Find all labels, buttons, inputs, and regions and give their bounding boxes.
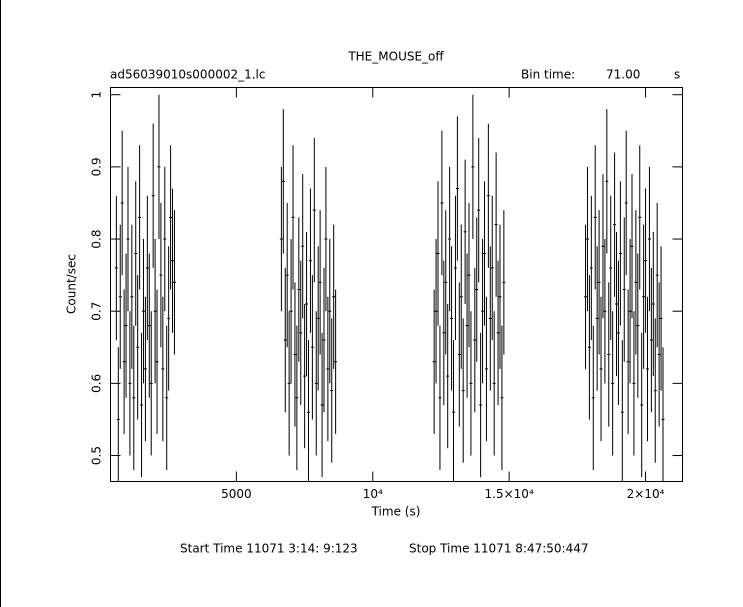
y-tick-label: 1 [90,91,104,99]
file-name: ad56039010s000002_1.lc [110,68,266,82]
bin-time-label: Bin time: [521,68,575,82]
x-tick-label: 2×10⁴ [627,487,665,501]
y-tick-label: 0.7 [90,302,104,321]
y-tick-label: 0.8 [90,229,104,248]
bin-time-value: 71.00 [606,68,640,82]
y-tick-label: 0.6 [90,374,104,393]
x-tick-label: 10⁴ [363,487,383,501]
stop-time: Stop Time 11071 8:47:50:447 [409,542,588,556]
y-axis-label: Count/sec [65,254,79,314]
data-marks [114,94,665,481]
bin-time-unit: s [674,68,680,82]
y-tick-label: 0.9 [90,157,104,176]
plot-frame [110,87,683,482]
start-time: Start Time 11071 3:14: 9:123 [180,542,358,556]
x-tick-label: 5000 [221,487,252,501]
chart-title: THE_MOUSE_off [347,50,444,64]
x-axis-label: Time (s) [371,505,421,519]
y-tick-label: 0.5 [90,446,104,465]
x-tick-label: 1.5×10⁴ [485,487,534,501]
